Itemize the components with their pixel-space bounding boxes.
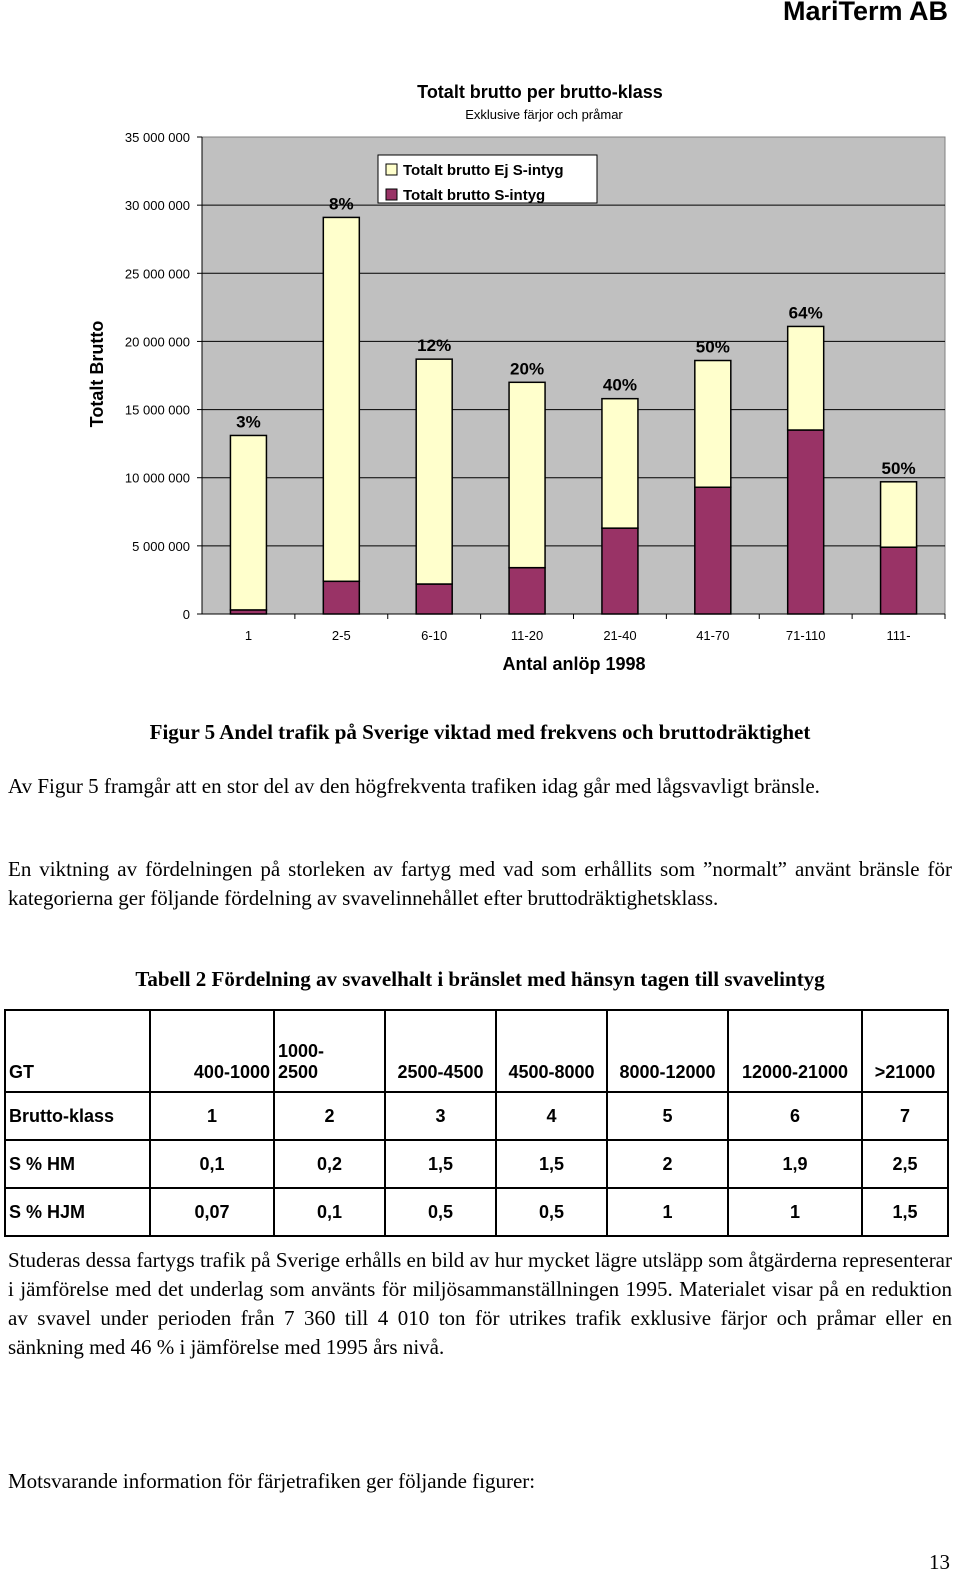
table-cell: 8000-12000 — [606, 1009, 729, 1093]
stacked-bar-chart: 0 5 000 000 10 000 000 15 000 000 20 000 000… — [87, 82, 946, 674]
bar-s-intyg — [694, 486, 732, 615]
table-row: S % HM 0,1 0,2 1,5 1,5 2 1,9 2,5 — [4, 1139, 949, 1189]
bar-ej-s-intyg — [508, 381, 546, 569]
plot-area — [201, 136, 946, 615]
table-row: GT 400-1000 1000- 2500 2500-4500 4500-8000 800… — [4, 1009, 949, 1093]
table-cell: 0,07 — [149, 1187, 275, 1237]
bar-percent-label: 40% — [603, 376, 637, 395]
x-tick-label: 71-110 — [786, 628, 826, 643]
table-cell: Brutto-klass — [4, 1091, 151, 1141]
table-cell: S % HJM — [4, 1187, 151, 1237]
table-cell: S % HM — [4, 1139, 151, 1189]
table-cell: 0,2 — [273, 1139, 386, 1189]
bar-percent-label: 12% — [417, 336, 451, 355]
bar-ej-s-intyg — [601, 397, 639, 529]
table-cell: 6 — [727, 1091, 863, 1141]
y-tick-label: 30 000 000 — [125, 198, 190, 213]
x-tick-label: 11-20 — [511, 628, 543, 643]
bar-percent-label: 50% — [882, 459, 916, 478]
table-cell: 0,1 — [149, 1139, 275, 1189]
table-cell: 1,5 — [384, 1139, 497, 1189]
table-cell: GT — [4, 1009, 151, 1093]
table-cell: 1000- 2500 — [273, 1009, 386, 1093]
bar-s-intyg — [322, 580, 361, 615]
x-tick-label: 1 — [245, 628, 252, 643]
legend-label: Totalt brutto S-intyg — [403, 187, 545, 204]
table-cell: 1,5 — [861, 1187, 949, 1237]
bar-percent-label: 64% — [789, 303, 823, 322]
paragraph-4: Motsvarande information för färjetrafike… — [8, 1469, 536, 1493]
figure-caption: Figur 5 Andel trafik på Sverige viktad m… — [149, 720, 811, 744]
table-cell: 5 — [606, 1091, 729, 1141]
table-cell: 2 — [606, 1139, 729, 1189]
company-header: MariTerm AB — [782, 0, 948, 26]
bar-percent-label: 50% — [696, 338, 730, 357]
table-cell: 0,5 — [384, 1187, 497, 1237]
bar-s-intyg — [601, 527, 639, 615]
bar-ej-s-intyg — [322, 216, 361, 583]
bar-percent-label: 8% — [329, 194, 354, 213]
legend-swatch — [385, 188, 398, 201]
x-tick-label: 111- — [887, 628, 911, 643]
table-cell: 12000-21000 — [727, 1009, 863, 1093]
table-cell: 400-1000 — [149, 1009, 275, 1093]
legend-box — [377, 154, 598, 204]
table-cell: >21000 — [861, 1009, 949, 1093]
y-tick-label: 0 — [183, 607, 190, 622]
chart-title: Totalt brutto per brutto-klass — [417, 82, 663, 102]
y-tick-label: 5 000 000 — [132, 539, 190, 554]
table-row: S % HJM 0,07 0,1 0,5 0,5 1 1 1,5 — [4, 1187, 949, 1237]
x-tick-label: 41-70 — [696, 628, 729, 643]
paragraph-1: Av Figur 5 framgår att en stor del av de… — [8, 774, 820, 798]
table-cell: 2 — [273, 1091, 386, 1141]
bar-s-intyg — [786, 429, 825, 615]
y-tick-label: 25 000 000 — [125, 266, 190, 281]
bar-ej-s-intyg — [415, 358, 453, 585]
bar-ej-s-intyg — [879, 481, 918, 548]
page-number: 13 — [929, 1550, 950, 1574]
bar-s-intyg — [415, 583, 453, 615]
y-tick-label: 15 000 000 — [125, 403, 190, 418]
table-cell: 1 — [606, 1187, 729, 1237]
bar-ej-s-intyg — [229, 434, 268, 611]
y-tick-label: 35 000 000 — [125, 130, 190, 145]
table-cell: 0,1 — [273, 1187, 386, 1237]
x-tick-label: 21-40 — [603, 628, 636, 643]
bar-s-intyg — [879, 546, 918, 615]
x-tick-label: 6-10 — [421, 628, 447, 643]
table-cell: 0,5 — [495, 1187, 608, 1237]
table-caption: Tabell 2 Fördelning av svavelhalt i brän… — [135, 967, 825, 991]
table-row: Brutto-klass 1 2 3 4 5 6 7 — [4, 1091, 949, 1141]
table-cell: 1 — [727, 1187, 863, 1237]
table-cell: 1,9 — [727, 1139, 863, 1189]
chart-subtitle: Exklusive färjor och pråmar — [465, 107, 623, 122]
legend-swatch — [385, 163, 398, 176]
table-cell: 2500-4500 — [384, 1009, 497, 1093]
y-axis-title: Totalt Brutto — [87, 321, 107, 428]
paragraph-2: En viktning av fördelningen på storleken… — [8, 857, 952, 910]
bar-ej-s-intyg — [694, 359, 732, 489]
sulfur-table: GT 400-1000 1000- 2500 2500-4500 4500-8000 800… — [4, 1009, 949, 1237]
table-cell: 7 — [861, 1091, 949, 1141]
y-tick-label: 10 000 000 — [125, 471, 190, 486]
bar-ej-s-intyg — [786, 325, 825, 431]
table-cell: 2,5 — [861, 1139, 949, 1189]
table-cell: 4 — [495, 1091, 608, 1141]
table-cell: 3 — [384, 1091, 497, 1141]
x-axis-title: Antal anlöp 1998 — [502, 654, 645, 674]
table-cell: 1,5 — [495, 1139, 608, 1189]
y-tick-label: 20 000 000 — [125, 334, 190, 349]
bar-percent-label: 20% — [510, 359, 544, 378]
legend-label: Totalt brutto Ej S-intyg — [403, 162, 564, 179]
x-tick-label: 2-5 — [332, 628, 351, 643]
table-cell: 1 — [149, 1091, 275, 1141]
table-cell: 4500-8000 — [495, 1009, 608, 1093]
paragraph-3: Studeras dessa fartygs trafik på Sverige… — [8, 1248, 952, 1359]
bar-s-intyg — [508, 566, 546, 615]
bar-percent-label: 3% — [236, 412, 261, 431]
